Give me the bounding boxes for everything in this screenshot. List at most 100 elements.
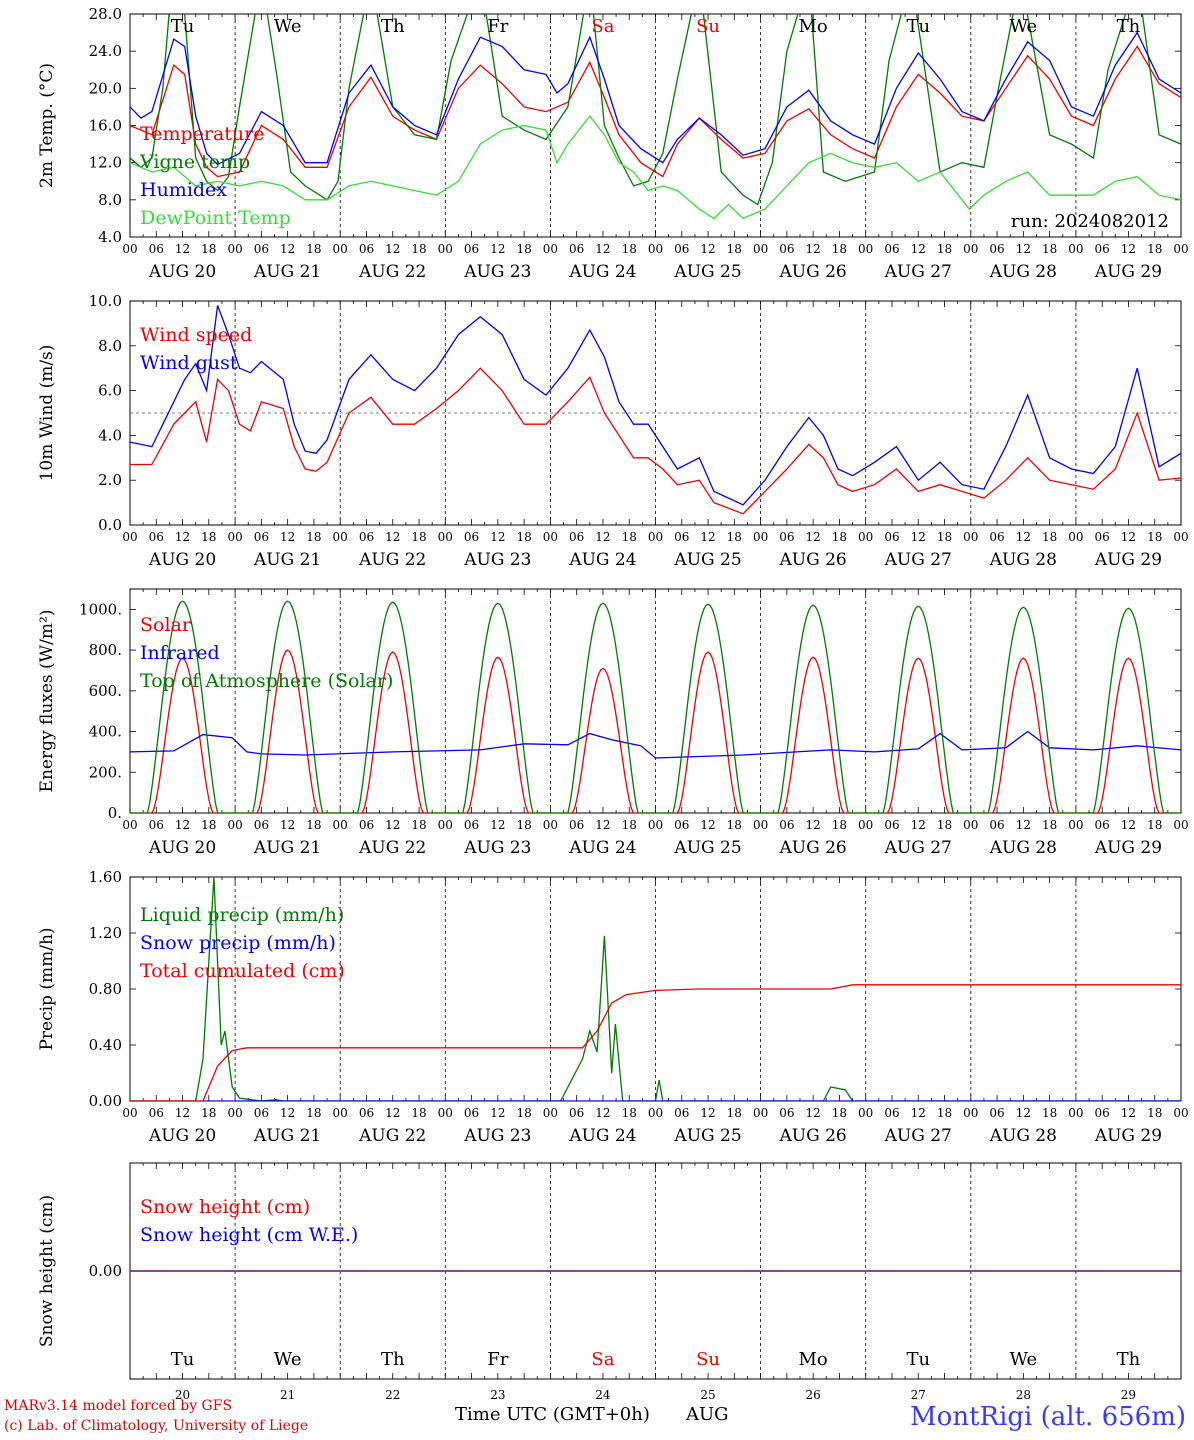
hour-tick-label: 00 [858, 818, 873, 832]
hour-tick-label: 00 [963, 242, 978, 256]
hour-tick-label: 06 [464, 530, 479, 544]
panel-1: 00 06 12 18 00 06 12 18 00 06 12 18 00 06 12 18 00 06 12 18… [37, 5, 1189, 282]
day-date-label: AUG 28 [989, 262, 1057, 282]
hour-tick-label: 06 [779, 1106, 794, 1120]
day-name-bottom: Tu [906, 1349, 930, 1370]
y-tick-label: 6.0 [98, 382, 122, 400]
y-axis-label: 10m Wind (m/s) [37, 345, 57, 482]
model-credit: MARv3.14 model forced by GFS [4, 1398, 233, 1414]
day-date-label: AUG 21 [253, 838, 321, 858]
hour-tick-label: 00 [122, 242, 137, 256]
hour-tick-label: 12 [1016, 818, 1031, 832]
hour-tick-label: 00 [648, 1106, 663, 1120]
hour-tick-label: 18 [411, 1106, 426, 1120]
hour-tick-label: 18 [727, 818, 742, 832]
day-name-bottom: Sa [591, 1349, 614, 1370]
hour-tick-label: 18 [306, 818, 321, 832]
y-axis-label: Energy fluxes (W/m²) [37, 610, 57, 793]
y-tick-label: 400. [89, 723, 122, 741]
hour-tick-label: 18 [201, 242, 216, 256]
hour-tick-label: 18 [516, 818, 531, 832]
hour-tick-label: 18 [1042, 242, 1057, 256]
y-tick-label: 0. [108, 804, 122, 822]
hour-tick-label: 18 [937, 1106, 952, 1120]
hour-tick-label: 18 [622, 242, 637, 256]
hour-tick-label: 12 [175, 818, 190, 832]
legend-entry: Solar [140, 614, 192, 636]
legend-entry: Infrared [140, 642, 220, 664]
hour-tick-label: 18 [1042, 530, 1057, 544]
hour-tick-label: 12 [280, 818, 295, 832]
legend-entry: Total cumulated (cm) [140, 960, 345, 982]
hour-tick-label: 12 [385, 1106, 400, 1120]
day-date-label: AUG 22 [358, 550, 426, 570]
run-label: run: 2024082012 [1011, 211, 1169, 232]
day-date-label: AUG 26 [779, 262, 847, 282]
hour-tick-label: 06 [674, 242, 689, 256]
legend-entry: Snow height (cm) [140, 1196, 310, 1218]
day-name-top: We [1010, 16, 1038, 37]
series-line-solar [130, 649, 1181, 813]
day-date-label: AUG 20 [148, 262, 216, 282]
hour-tick-label: 06 [359, 1106, 374, 1120]
legend-entry: Liquid precip (mm/h) [140, 904, 344, 926]
y-tick-label: 0.00 [89, 1092, 122, 1110]
hour-tick-label: 18 [832, 530, 847, 544]
day-name-bottom: We [1010, 1349, 1038, 1370]
day-name-bottom: Tu [171, 1349, 195, 1370]
hour-tick-label: 18 [622, 1106, 637, 1120]
hour-tick-label: 12 [806, 530, 821, 544]
hour-tick-label: 12 [490, 1106, 505, 1120]
hour-tick-label: 12 [806, 1106, 821, 1120]
hour-tick-label: 06 [254, 242, 269, 256]
hour-tick-label: 12 [1016, 530, 1031, 544]
hour-tick-label: 12 [595, 818, 610, 832]
hour-tick-label: 00 [227, 818, 242, 832]
hour-tick-label: 00 [438, 530, 453, 544]
hour-tick-label: 00 [227, 530, 242, 544]
day-date-label: AUG 25 [673, 262, 741, 282]
hour-tick-label: 18 [201, 530, 216, 544]
y-axis-label: 2m Temp. (°C) [37, 63, 57, 188]
hour-tick-label: 12 [911, 242, 926, 256]
hour-tick-label: 00 [648, 242, 663, 256]
hour-tick-label: 18 [1042, 818, 1057, 832]
hour-tick-label: 00 [753, 1106, 768, 1120]
hour-tick-label: 06 [884, 242, 899, 256]
hour-tick-label: 18 [727, 242, 742, 256]
hour-tick-label: 12 [175, 1106, 190, 1120]
hour-tick-label: 18 [727, 1106, 742, 1120]
day-name-top: Tu [906, 16, 930, 37]
hour-tick-label: 00 [753, 242, 768, 256]
hour-tick-label: 12 [1121, 242, 1136, 256]
panel-frame [129, 588, 1182, 814]
hour-tick-label: 00 [438, 1106, 453, 1120]
hour-tick-label: 06 [989, 242, 1004, 256]
y-tick-label: 0.00 [89, 1262, 122, 1280]
hour-tick-label: 06 [254, 818, 269, 832]
hour-tick-label: 00 [122, 818, 137, 832]
hour-tick-label: 06 [1095, 818, 1110, 832]
day-name-bottom: Th [1117, 1349, 1141, 1370]
hour-tick-label: 00 [858, 1106, 873, 1120]
y-tick-label: 20.0 [89, 79, 122, 97]
panel-3: 00 06 12 18 00 06 12 18 00 06 12 18 00 06 12 18 00 06 12 18… [37, 588, 1189, 858]
day-number: 21 [280, 1388, 295, 1402]
day-number: 26 [806, 1388, 821, 1402]
hour-tick-label: 18 [832, 1106, 847, 1120]
hour-tick-label: 12 [806, 818, 821, 832]
series-group [130, 600, 1181, 813]
hour-tick-label: 18 [306, 530, 321, 544]
series-group [130, 14, 1181, 220]
hour-tick-label: 12 [911, 530, 926, 544]
y-tick-label: 2.0 [98, 471, 122, 489]
hour-tick-label: 00 [648, 530, 663, 544]
hour-tick-label: 18 [516, 242, 531, 256]
day-number: 28 [1016, 1388, 1031, 1402]
hour-tick-label: 06 [779, 242, 794, 256]
day-date-label: AUG 24 [568, 1126, 636, 1146]
hour-tick-label: 06 [149, 1106, 164, 1120]
hour-tick-label: 00 [753, 818, 768, 832]
hour-tick-label: 00 [227, 242, 242, 256]
series-line-total-cumulated-cm- [130, 984, 1181, 1101]
